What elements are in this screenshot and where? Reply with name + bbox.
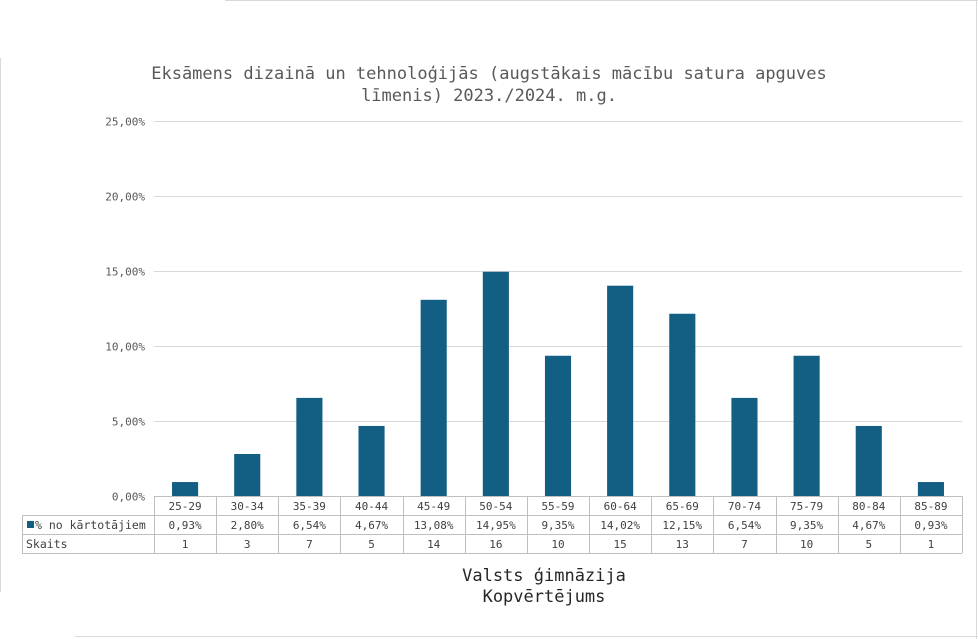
data-table: 25-29 30-34 35-39 40-44 45-49 50-54 55-59 60-64… xyxy=(22,496,963,554)
data-label: 12,15% xyxy=(662,519,702,532)
bar xyxy=(731,397,758,496)
count-cell: 1 xyxy=(928,538,935,551)
category-label: 80-84 xyxy=(852,500,885,513)
count-cell: 16 xyxy=(489,538,502,551)
count-cell: 15 xyxy=(614,538,627,551)
bar xyxy=(855,425,882,496)
category-label: 40-44 xyxy=(355,500,388,513)
data-label: 13,08% xyxy=(414,519,454,532)
category-label: 30-34 xyxy=(231,500,264,513)
category-label: 50-54 xyxy=(479,500,512,513)
bar xyxy=(296,397,323,496)
category-label: 60-64 xyxy=(604,500,637,513)
category-label: 25-29 xyxy=(169,500,202,513)
bar xyxy=(172,482,199,496)
category-label: 70-74 xyxy=(728,500,761,513)
bar xyxy=(669,313,696,496)
count-cell: 10 xyxy=(551,538,564,551)
legend-label: % no kārtotājiem xyxy=(35,518,146,532)
category-label: 65-69 xyxy=(666,500,699,513)
bars xyxy=(172,271,944,496)
data-label: 14,95% xyxy=(476,519,516,532)
category-label: 45-49 xyxy=(417,500,450,513)
y-tick-label: 10,00% xyxy=(105,341,145,354)
count-cell: 5 xyxy=(865,538,872,551)
count-cell: 1 xyxy=(182,538,189,551)
y-axis-ticks: 0,00% 5,00% 10,00% 15,00% 20,00% 25,00% xyxy=(105,116,145,504)
y-tick-label: 5,00% xyxy=(112,416,145,429)
x-axis-title-line-2: Kopvērtējums xyxy=(483,587,606,607)
bar xyxy=(420,299,447,496)
bar xyxy=(607,285,634,496)
count-cell: 7 xyxy=(741,538,748,551)
y-tick-label: 15,00% xyxy=(105,266,145,279)
bar xyxy=(358,425,385,496)
legend-key xyxy=(27,521,34,528)
y-tick-label: 20,00% xyxy=(105,191,145,204)
bar xyxy=(793,355,820,496)
chart-title-line-1: Eksāmens dizainā un tehnoloģijās (augstā… xyxy=(151,64,827,84)
category-label: 75-79 xyxy=(790,500,823,513)
count-cell: 5 xyxy=(368,538,375,551)
count-cell: 7 xyxy=(306,538,313,551)
count-cell: 10 xyxy=(800,538,813,551)
category-label: 35-39 xyxy=(293,500,326,513)
data-label: 14,02% xyxy=(600,519,640,532)
bar xyxy=(917,482,944,496)
data-label: 0,93% xyxy=(914,519,947,532)
data-label: 9,35% xyxy=(541,519,574,532)
data-label: 4,67% xyxy=(355,519,388,532)
count-cell: 13 xyxy=(676,538,689,551)
y-tick-label: 25,00% xyxy=(105,116,145,129)
data-label: 6,54% xyxy=(293,519,326,532)
data-label: 0,93% xyxy=(169,519,202,532)
bar xyxy=(482,271,509,496)
data-label: 6,54% xyxy=(728,519,761,532)
bar xyxy=(234,454,261,496)
data-label: 2,80% xyxy=(231,519,264,532)
x-axis-title-line-1: Valsts ģimnāzija xyxy=(462,566,626,586)
chart-title-line-2: līmenis) 2023./2024. m.g. xyxy=(361,86,617,106)
y-tick-label: 0,00% xyxy=(112,491,145,504)
data-label: 4,67% xyxy=(852,519,885,532)
bar xyxy=(544,355,572,496)
category-label: 85-89 xyxy=(914,500,947,513)
row-label-count: Skaits xyxy=(26,537,68,551)
count-cell: 14 xyxy=(427,538,441,551)
category-label: 55-59 xyxy=(541,500,574,513)
data-label: 9,35% xyxy=(790,519,823,532)
count-cell: 3 xyxy=(244,538,251,551)
